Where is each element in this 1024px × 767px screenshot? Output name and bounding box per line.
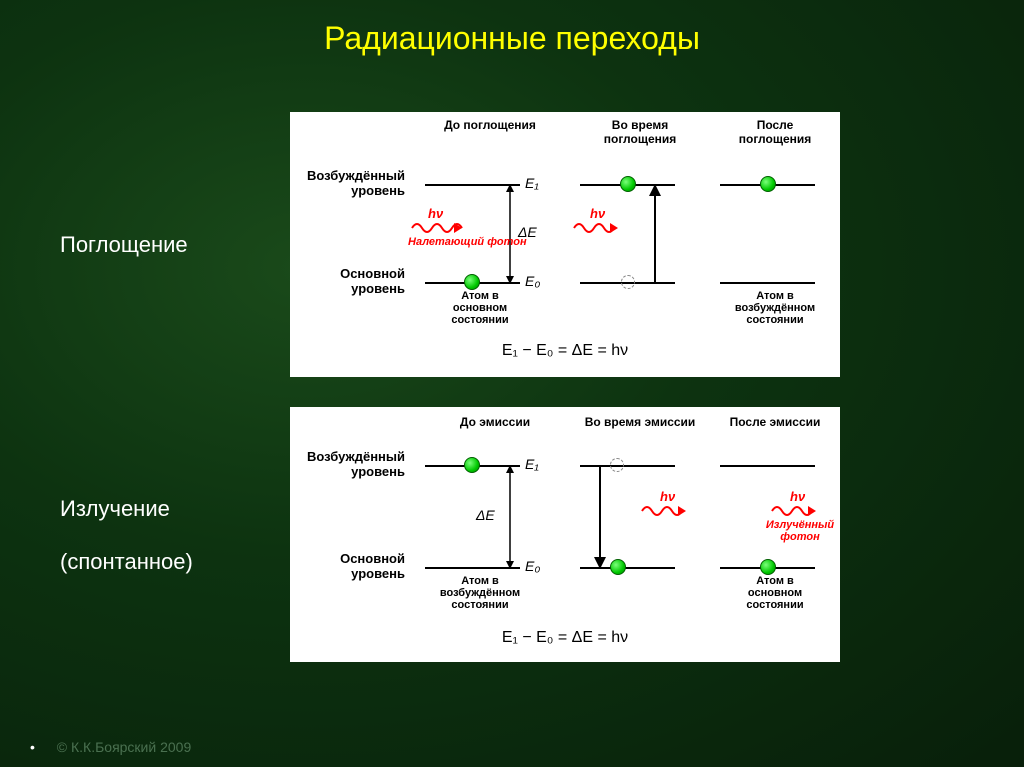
atom-state-after: Атом в возбуждённом состоянии [730, 290, 820, 326]
page-title: Радиационные переходы [0, 0, 1024, 57]
electron [464, 457, 480, 473]
absorption-diagram: До поглощения Во время поглощения После … [290, 112, 840, 377]
emission-diagram: До эмиссии Во время эмиссии После эмисси… [290, 407, 840, 662]
atom-state-before: Атом в основном состоянии [440, 290, 520, 326]
col-head-1: До поглощения [430, 118, 550, 132]
e0-label: E₀ [525, 273, 540, 289]
delta-e-label: ΔE [476, 507, 495, 523]
down-arrow-icon [590, 465, 610, 569]
incoming-photon-label: Налетающий фотон [408, 236, 527, 248]
e1-label: E₁ [525, 456, 539, 472]
bullet-icon: • [30, 739, 35, 755]
emission-label-l1: Излучение [60, 492, 290, 525]
photon-wave-icon [770, 503, 830, 519]
copyright: © К.К.Боярский 2009 [57, 739, 191, 755]
col-head-3: После эмиссии [720, 415, 830, 429]
footer: • © К.К.Боярский 2009 [30, 739, 191, 755]
atom-state-before: Атом в возбуждённом состоянии [435, 575, 525, 611]
photon-wave-icon [572, 220, 632, 236]
delta-e-arrow [500, 184, 520, 284]
emission-row: Излучение (спонтанное) До эмиссии Во вре… [60, 407, 1024, 662]
electron-empty [610, 458, 624, 472]
electron [464, 274, 480, 290]
absorption-label: Поглощение [60, 228, 290, 261]
col-head-2: Во время эмиссии [575, 415, 705, 429]
e0-label: E₀ [525, 558, 540, 574]
photon-wave-icon [410, 220, 480, 236]
up-arrow-icon [645, 184, 665, 284]
hv-label: hν [590, 206, 605, 221]
absorption-row: Поглощение До поглощения Во время поглощ… [60, 112, 1024, 377]
electron-empty [621, 275, 635, 289]
hv-label: hν [790, 489, 805, 504]
electron [610, 559, 626, 575]
electron [620, 176, 636, 192]
excited-level-label: Возбуждённый уровень [295, 168, 405, 198]
col-head-3: После поглощения [720, 118, 830, 146]
col-head-1: До эмиссии [440, 415, 550, 429]
hv-label: hν [660, 489, 675, 504]
delta-e-arrow [500, 465, 520, 569]
equation: E₁ − E₀ = ΔE = hν [290, 629, 840, 647]
emitted-photon-label: Излучённый фотон [765, 519, 835, 543]
electron [760, 176, 776, 192]
col-head-2: Во время поглощения [580, 118, 700, 146]
emission-label-l2: (спонтанное) [60, 545, 290, 578]
e1-label: E₁ [525, 175, 539, 191]
photon-wave-icon [640, 503, 700, 519]
level-line [720, 465, 815, 467]
emission-label: Излучение (спонтанное) [60, 492, 290, 578]
ground-level-label: Основной уровень [295, 551, 405, 581]
level-line [720, 282, 815, 284]
atom-state-after: Атом в основном состоянии [730, 575, 820, 611]
electron [760, 559, 776, 575]
hv-label: hν [428, 206, 443, 221]
excited-level-label: Возбуждённый уровень [295, 449, 405, 479]
equation: E₁ − E₀ = ΔE = hν [290, 342, 840, 360]
ground-level-label: Основной уровень [295, 266, 405, 296]
